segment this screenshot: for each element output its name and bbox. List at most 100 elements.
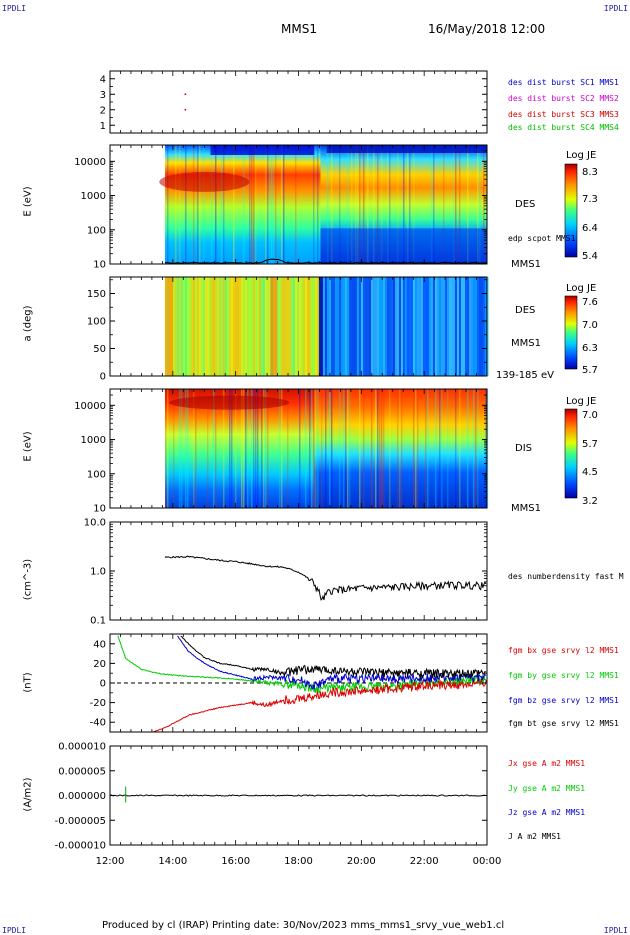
p4-time-streak (308, 389, 311, 508)
p3-time-streak (466, 277, 469, 376)
p3-time-streak (474, 277, 477, 376)
p2-time-streak (346, 145, 349, 264)
p3-time-streak (328, 277, 331, 376)
p4-time-streak (186, 389, 189, 508)
p4-time-streak (472, 389, 475, 508)
p4-cb-tick-1: 7.0 (582, 410, 598, 421)
p3-time-streak (416, 277, 419, 376)
p3-time-streak (284, 277, 287, 376)
p3-time-streak (206, 277, 209, 376)
p3-time-streak (182, 277, 185, 376)
p4-time-streak (374, 389, 377, 508)
p2-time-streak (210, 145, 213, 264)
p2-time-streak (280, 145, 283, 264)
p2-time-streak (452, 145, 455, 264)
p3-time-streak (276, 277, 279, 376)
p4-time-streak (266, 389, 269, 508)
panel-dis-energy-spectrogram: 10 100 1000 10000 (74, 388, 578, 515)
p3-time-streak (282, 277, 285, 376)
p3-time-streak (310, 277, 313, 376)
p3-time-streak (204, 277, 207, 376)
p4-time-streak (320, 389, 323, 508)
p3-time-streak (398, 277, 401, 376)
p3-time-streak (434, 277, 437, 376)
p2-time-streak (476, 145, 479, 264)
p1-ytick-label: 3 (100, 90, 106, 101)
p3-edge-orange (164, 277, 173, 376)
p3-time-streak (202, 277, 205, 376)
p4-cb-tick-4: 3.2 (582, 496, 598, 507)
p6-ytick-label: -40 (90, 718, 106, 729)
p4-time-streak (416, 389, 419, 508)
p2-time-streak (222, 145, 225, 264)
p3-time-streak (240, 277, 243, 376)
p3-time-streak (280, 277, 283, 376)
p4-time-streak (362, 389, 365, 508)
p2-time-streak (316, 145, 319, 264)
p2-time-streak (358, 145, 361, 264)
p4-time-streak (376, 389, 379, 508)
p4-time-streak (172, 389, 175, 508)
p4-time-streak (310, 389, 313, 508)
p3-time-streak (366, 277, 369, 376)
panel-des-pitch-angle: 0 50 100 150 (87, 276, 578, 383)
p4-time-streak (486, 389, 489, 508)
p3-cb-tick-4: 5.7 (582, 365, 598, 376)
p4-ylabel: E (eV) (22, 431, 34, 462)
p3-time-streak (458, 277, 461, 376)
bt-line (180, 635, 487, 680)
p4-time-streak (286, 389, 289, 508)
p2-time-streak (366, 145, 369, 264)
p3-time-streak (438, 277, 441, 376)
p3-time-streak (286, 277, 289, 376)
p1-legend-mms4: des dist burst SC4 MMS4 (508, 123, 619, 132)
p3-time-streak (312, 277, 315, 376)
x-tick-label: 22:00 (410, 856, 439, 867)
p3-time-streak (186, 277, 189, 376)
p3-ytick-label: 50 (93, 344, 106, 355)
p2-overlay-label: edp scpot MMS1 (508, 234, 576, 243)
p3-time-streak (246, 277, 249, 376)
p3-time-streak (334, 277, 337, 376)
p3-time-streak (218, 277, 221, 376)
p2-time-streak (312, 145, 315, 264)
p2-colorbar (564, 163, 578, 258)
p3-time-streak (412, 277, 415, 376)
p3-time-streak (198, 277, 201, 376)
p3-time-streak (452, 277, 455, 376)
p4-time-streak (250, 389, 253, 508)
p1-legend-mms2: des dist burst SC2 MMS2 (508, 94, 619, 103)
p2-time-streak (412, 145, 415, 264)
p3-time-streak (324, 277, 327, 376)
burst-mark (184, 108, 187, 111)
p2-time-streak (264, 145, 267, 264)
p6-ytick-label: -20 (90, 698, 106, 709)
p3-time-streak (476, 277, 479, 376)
datetime-title: 16/May/2018 12:00 (428, 22, 546, 36)
p4-time-streak (440, 389, 443, 508)
p2-time-streak (386, 145, 389, 264)
p3-time-streak (266, 277, 269, 376)
p2-time-streak (252, 145, 255, 264)
p3-time-streak (354, 277, 357, 376)
p3-time-streak (298, 277, 301, 376)
p3-time-streak (226, 277, 229, 376)
p4-time-streak (388, 389, 391, 508)
panel-magnetic-field: -40 -20 0 20 40 (90, 633, 488, 733)
p3-time-streak (402, 277, 405, 376)
p2-ytick-label: 1000 (81, 191, 106, 202)
p3-time-streak (256, 277, 259, 376)
p2-time-streak (198, 145, 201, 264)
p1-legend-mms3: des dist burst SC3 MMS3 (508, 110, 619, 119)
p4-time-streak (398, 389, 401, 508)
p3-time-streak (470, 277, 473, 376)
p2-time-streak (406, 145, 409, 264)
p3-energy-label: 139-185 eV (496, 370, 554, 381)
p3-time-streak (392, 277, 395, 376)
p3-time-streak (358, 277, 361, 376)
p2-time-streak (266, 145, 269, 264)
p4-time-streak (278, 389, 281, 508)
p2-time-streak (274, 145, 277, 264)
p3-boundary (318, 277, 323, 376)
p2-time-streak (272, 145, 275, 264)
